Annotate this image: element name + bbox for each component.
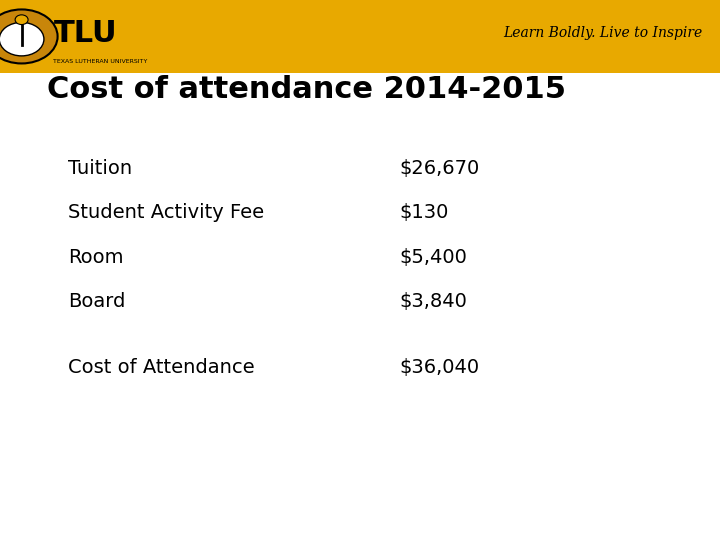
Circle shape bbox=[0, 22, 44, 56]
Circle shape bbox=[15, 15, 28, 25]
Text: Room: Room bbox=[68, 247, 124, 267]
Text: TEXAS LUTHERAN UNIVERSITY: TEXAS LUTHERAN UNIVERSITY bbox=[53, 59, 147, 64]
Circle shape bbox=[0, 10, 58, 63]
Text: Tuition: Tuition bbox=[68, 159, 132, 178]
Bar bbox=[0, 0, 720, 73]
Text: Board: Board bbox=[68, 292, 126, 311]
Text: Cost of attendance 2014-2015: Cost of attendance 2014-2015 bbox=[47, 75, 566, 104]
Text: Student Activity Fee: Student Activity Fee bbox=[68, 203, 264, 222]
Text: $3,840: $3,840 bbox=[400, 292, 467, 311]
Text: TLU: TLU bbox=[54, 19, 117, 48]
Text: $130: $130 bbox=[400, 203, 449, 222]
Text: Learn Boldly. Live to Inspire: Learn Boldly. Live to Inspire bbox=[503, 26, 702, 40]
Text: Cost of Attendance: Cost of Attendance bbox=[68, 357, 255, 377]
Text: $26,670: $26,670 bbox=[400, 159, 480, 178]
Text: $5,400: $5,400 bbox=[400, 247, 467, 267]
Text: $36,040: $36,040 bbox=[400, 357, 480, 377]
